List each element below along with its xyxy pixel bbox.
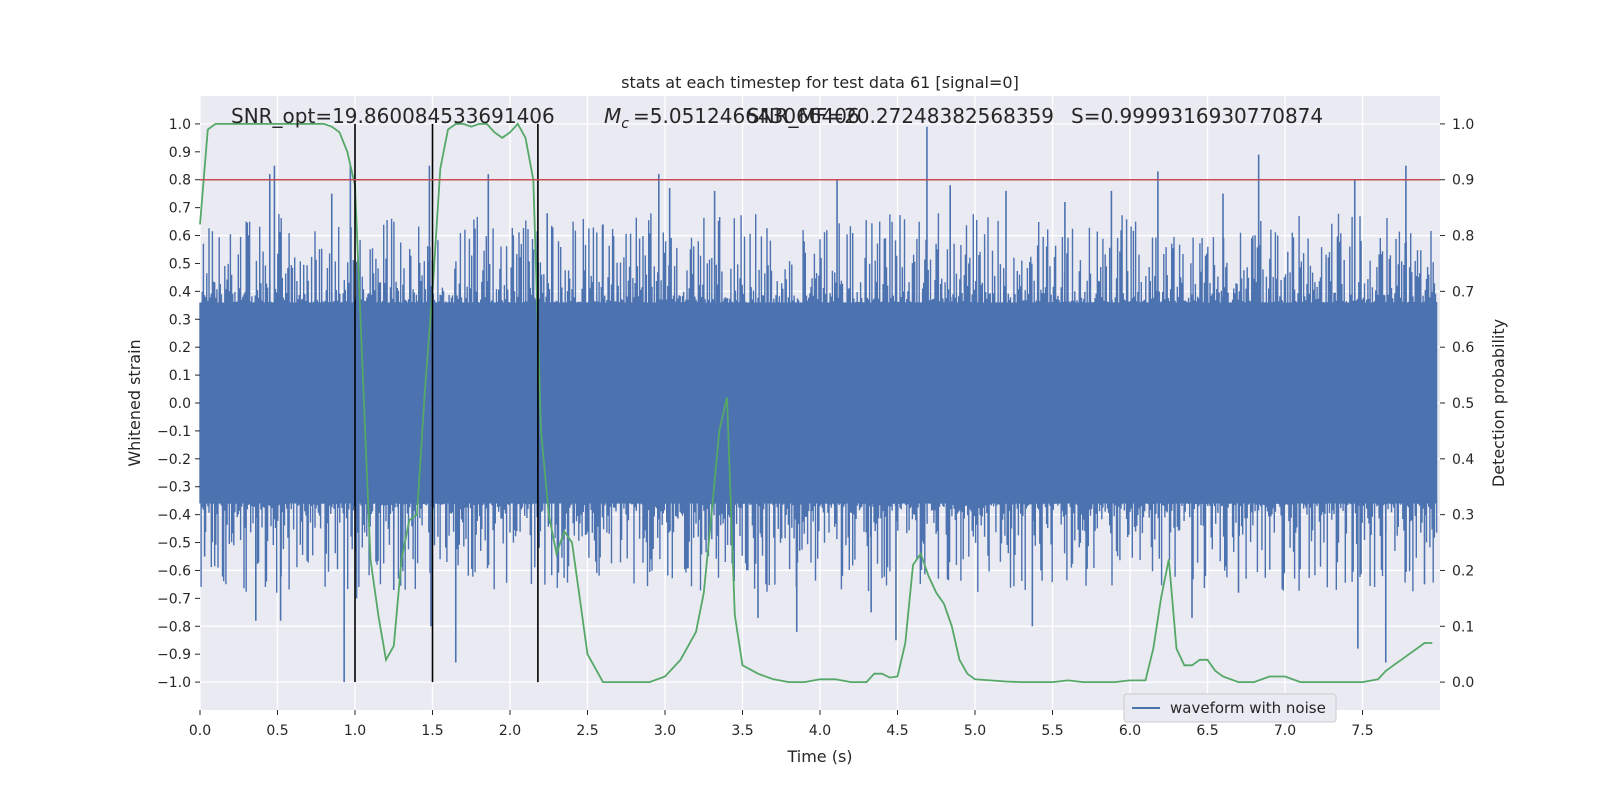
y-right-tick-label: 0.5 (1452, 396, 1474, 412)
y-left-tick-label: −0.7 (157, 591, 191, 607)
y-left-tick-label: 0.9 (169, 145, 191, 161)
legend-box (1123, 693, 1337, 723)
y-left-tick-label: −0.2 (157, 452, 191, 468)
y-left-tick-label: 0.4 (169, 284, 191, 300)
snr-opt-annotation: SNR_opt=19.860084533691406 (231, 104, 555, 128)
y-left-tick-label: −0.8 (157, 619, 191, 635)
y-left-tick-label: −0.6 (157, 563, 191, 579)
vertical-markers (354, 123, 539, 683)
y-left-tick-label: −0.5 (157, 536, 191, 552)
x-tick-label: 6.0 (1119, 723, 1141, 739)
x-tick-label: 0.5 (266, 723, 288, 739)
x-tick-label: 2.5 (576, 723, 598, 739)
y-right-tick-label: 0.2 (1452, 563, 1474, 579)
y-right-tick-label: 1.0 (1452, 117, 1474, 133)
snr-mf-annotation: SNR_MF=20.27248382568359 (747, 104, 1054, 128)
y-right-tick-label: 0.3 (1452, 508, 1474, 524)
y-right-tick-label: 0.1 (1452, 619, 1474, 635)
waveform-with-noise-series (199, 126, 1438, 683)
y-left-tick-label: −0.1 (157, 424, 191, 440)
y-left-tick-label: 0.2 (169, 340, 191, 356)
x-tick-label: 5.0 (964, 723, 986, 739)
y-axis-left-ticks: −1.0 −0.9 −0.8 −0.7 −0.6 −0.5 −0.4 −0.3 −0.2 −0.1… (157, 117, 200, 691)
y-left-tick-label: 0.1 (169, 368, 191, 384)
x-tick-label: 2.0 (499, 723, 521, 739)
y-right-tick-label: 0.0 (1452, 675, 1474, 691)
x-tick-label: 6.5 (1196, 723, 1218, 739)
y-axis-right-label: Detection probability (1489, 319, 1508, 487)
y-left-tick-label: 0.7 (169, 201, 191, 217)
y-axis-right-ticks: 0.0 0.1 0.2 0.3 0.4 0.5 0.6 0.7 0.8 0.9 1.0 (1440, 117, 1474, 691)
detection-probability-series (199, 122, 1433, 683)
x-tick-label: 1.0 (344, 723, 366, 739)
y-right-tick-label: 0.4 (1452, 452, 1474, 468)
y-right-tick-label: 0.9 (1452, 173, 1474, 189)
x-tick-label: 4.0 (809, 723, 831, 739)
y-left-tick-label: 0.6 (169, 229, 191, 245)
y-left-tick-label: −0.4 (157, 508, 191, 524)
y-left-tick-label: 0.8 (169, 173, 191, 189)
waveform-noise-band (200, 302, 1437, 504)
y-left-tick-label: −1.0 (157, 675, 191, 691)
x-tick-label: 3.5 (731, 723, 753, 739)
x-axis-label: Time (s) (786, 747, 852, 766)
y-left-tick-label: 0.0 (169, 396, 191, 412)
y-left-tick-label: 1.0 (169, 117, 191, 133)
x-tick-label: 7.5 (1351, 723, 1373, 739)
y-left-tick-label: 0.3 (169, 312, 191, 328)
x-tick-label: 4.5 (886, 723, 908, 739)
chart-title: stats at each timestep for test data 61 … (621, 73, 1019, 92)
x-tick-label: 1.5 (421, 723, 443, 739)
y-right-tick-label: 0.6 (1452, 340, 1474, 356)
legend: waveform with noise (1123, 693, 1337, 723)
x-tick-label: 3.0 (654, 723, 676, 739)
chirp-mass-annotation: =5.051246643066406 (633, 104, 860, 128)
y-left-tick-label: 0.5 (169, 256, 191, 272)
y-left-tick-label: −0.3 (157, 480, 191, 496)
y-right-tick-label: 0.8 (1452, 229, 1474, 245)
x-tick-label: 5.5 (1041, 723, 1063, 739)
s-value-annotation: S=0.9999316930770874 (1071, 104, 1323, 128)
detection-probability-line (199, 122, 1433, 683)
x-tick-label: 0.0 (189, 723, 211, 739)
x-tick-label: 7.0 (1274, 723, 1296, 739)
legend-label: waveform with noise (1170, 699, 1326, 717)
y-axis-left-label: Whitened strain (125, 339, 144, 466)
y-right-tick-label: 0.7 (1452, 284, 1474, 300)
y-left-tick-label: −0.9 (157, 647, 191, 663)
